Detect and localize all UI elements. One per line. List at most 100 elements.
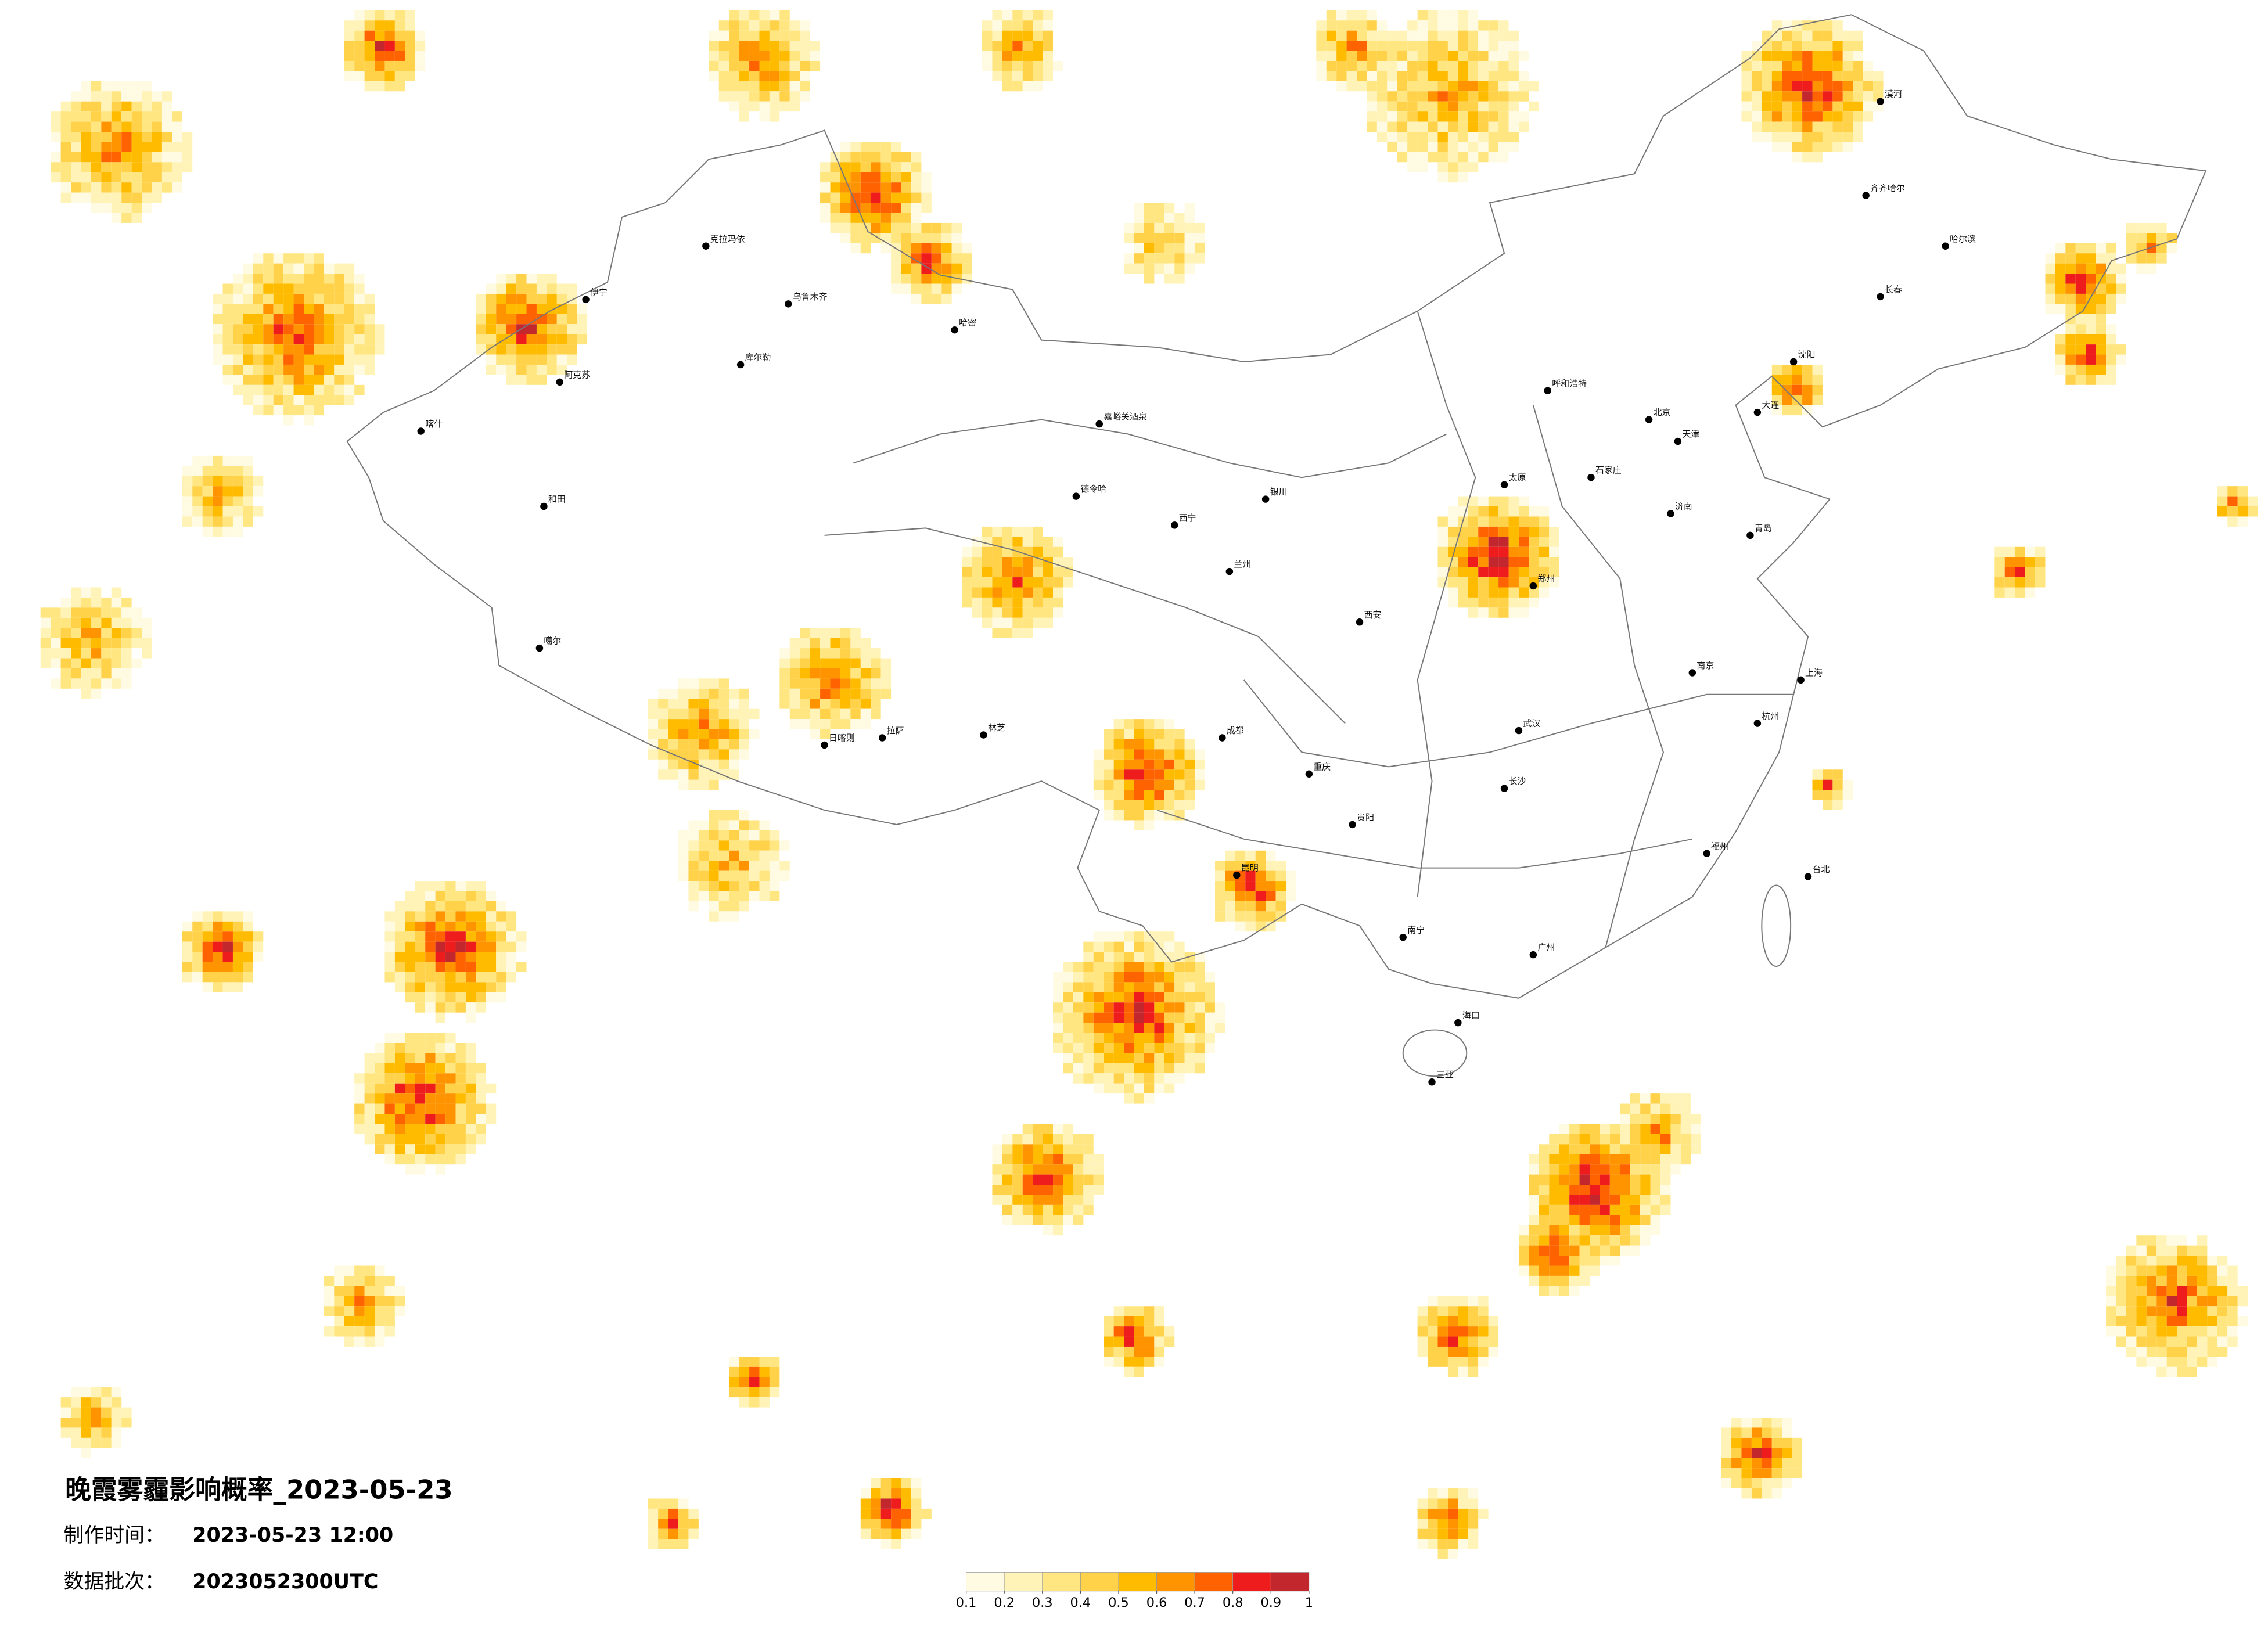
heat-cell [1093, 779, 1104, 790]
heat-cell [476, 1124, 486, 1134]
heat-cell [2116, 344, 2126, 355]
heat-cell [1063, 982, 1073, 992]
heat-cell [982, 30, 993, 41]
heat-cell [1792, 91, 1803, 102]
heat-cell [911, 152, 922, 163]
heat-cell [810, 688, 821, 699]
heat-cell [1316, 71, 1327, 81]
city-label: 三亚 [1436, 1070, 1454, 1080]
heat-cell [729, 759, 739, 770]
heat-cell [1741, 1468, 1752, 1478]
heat-cell [354, 1316, 365, 1327]
heat-cell [364, 1073, 375, 1084]
heat-cell [1134, 941, 1144, 952]
heat-cell [658, 1519, 668, 1529]
heat-cell [283, 263, 294, 274]
heat-cell [1407, 91, 1418, 102]
heat-cell [1822, 51, 1833, 61]
heat-cell [1741, 1458, 1752, 1469]
heat-cell [1792, 1448, 1803, 1458]
heat-cell [1053, 1195, 1063, 1205]
heat-cell [496, 921, 506, 932]
heat-cell [1458, 172, 1468, 183]
heat-cell [718, 60, 729, 71]
heat-cell [2055, 243, 2066, 254]
heat-cell [698, 891, 709, 901]
heat-cell [232, 293, 243, 304]
heat-cell [1144, 1002, 1155, 1013]
heat-cell [759, 861, 770, 871]
heat-cell [769, 840, 780, 851]
heat-cell [1164, 972, 1175, 983]
heat-cell [1174, 253, 1185, 264]
heat-cell [1164, 1073, 1175, 1084]
heat-cell [729, 41, 739, 51]
heat-cell [2136, 1275, 2147, 1286]
heat-cell [222, 293, 233, 304]
heat-cell [314, 344, 324, 355]
heat-cell [1093, 982, 1104, 992]
heat-cell [435, 1144, 446, 1154]
heat-cell [729, 708, 739, 720]
city-dot [1703, 850, 1710, 857]
heat-cell [232, 375, 243, 385]
heat-cell [81, 1437, 91, 1448]
heat-cell [1488, 506, 1499, 517]
heat-cell [222, 962, 233, 972]
heat-cell [1832, 91, 1843, 102]
heat-cell [2237, 1286, 2248, 1296]
heat-cell [880, 222, 892, 233]
heat-cell [688, 861, 699, 871]
heat-cell [526, 354, 537, 365]
heat-cell [759, 820, 770, 830]
heat-cell [243, 364, 253, 375]
heat-cell [1063, 1134, 1073, 1145]
heat-cell [840, 678, 851, 689]
heat-cell [1113, 1033, 1124, 1043]
heat-cell [1488, 81, 1499, 92]
heat-cell [1255, 850, 1266, 861]
heat-cell [1144, 1063, 1155, 1074]
heat-cell [1447, 1306, 1458, 1316]
heat-cell [1437, 1346, 1448, 1357]
heat-cell [729, 30, 739, 41]
heat-cell [2116, 1265, 2126, 1276]
heat-cell [1063, 1042, 1073, 1053]
heat-cell [1073, 1195, 1084, 1205]
heat-cell [871, 1488, 881, 1499]
heat-cell [344, 1275, 355, 1286]
heat-cell [1670, 1154, 1681, 1165]
heat-cell [1104, 749, 1114, 760]
heat-cell [222, 526, 233, 537]
heat-cell [91, 152, 102, 163]
heat-cell [1478, 1357, 1489, 1367]
heat-cell [354, 1083, 365, 1094]
heat-cell [2146, 1326, 2157, 1337]
heat-cell [547, 354, 557, 365]
heat-cell [1033, 567, 1043, 578]
heat-cell [354, 1336, 365, 1347]
heat-cell [1397, 152, 1408, 163]
heat-cell [91, 121, 102, 132]
heat-cell [486, 324, 497, 334]
heat-cell [394, 10, 405, 21]
heat-cell [283, 324, 294, 334]
heat-cell [1792, 41, 1803, 51]
heat-cell [152, 192, 162, 203]
heat-cell [1134, 233, 1144, 243]
heat-cell [1214, 1012, 1225, 1023]
heat-cell [1812, 375, 1823, 385]
heat-cell [698, 881, 709, 891]
city-label: 哈尔滨 [1950, 233, 1976, 244]
heat-cell [1447, 1498, 1458, 1509]
heat-cell [1255, 921, 1266, 932]
heat-cell [354, 1296, 365, 1307]
heat-cell [375, 1063, 385, 1074]
city-label: 长春 [1885, 284, 1902, 294]
heat-cell [1458, 60, 1468, 71]
heat-cell [394, 962, 405, 972]
heat-cell [1731, 1427, 1742, 1438]
heat-cell [1478, 121, 1489, 132]
heat-cell [263, 334, 274, 345]
heat-cell [375, 1124, 385, 1134]
